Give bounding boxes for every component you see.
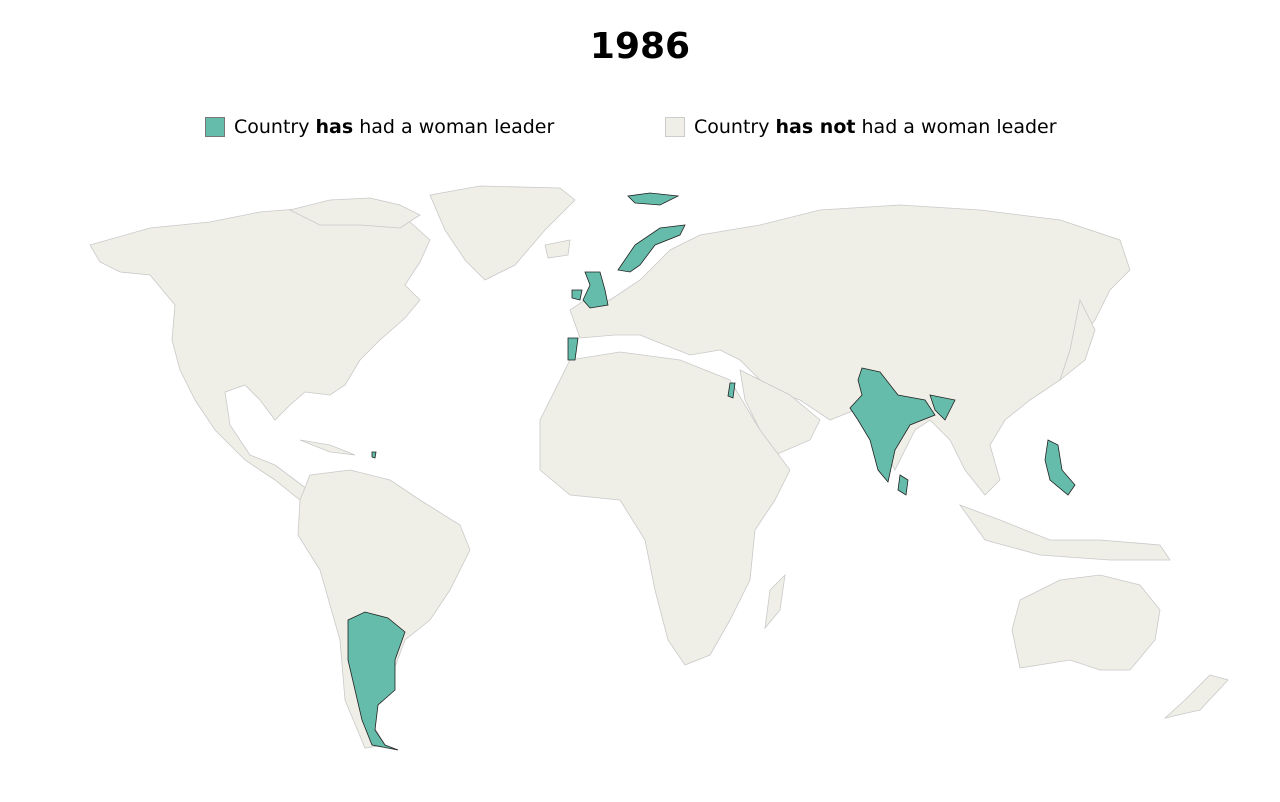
land-new-zealand	[1163, 674, 1229, 719]
land-africa	[539, 351, 791, 666]
highlighted-country	[897, 474, 909, 496]
land-cuba	[299, 439, 356, 456]
legend-item-has-not: Country has not had a woman leader	[665, 116, 1057, 138]
highlighted-country	[1044, 439, 1076, 496]
highlighted-country	[849, 367, 936, 483]
highlighted-country	[617, 224, 686, 273]
highlighted-country	[627, 192, 680, 206]
legend-swatch-has-not	[665, 117, 685, 137]
legend-label-prefix: Country	[234, 116, 316, 138]
legend-swatch-has	[205, 117, 225, 137]
highlighted-country	[567, 337, 579, 361]
land-eurasia	[569, 204, 1131, 496]
land-south-america	[297, 469, 471, 749]
highlighted-country	[347, 611, 406, 751]
land-iceland	[544, 239, 571, 259]
land-madagascar	[764, 573, 786, 630]
legend-label-suffix: had a woman leader	[855, 116, 1057, 138]
land-indonesia	[958, 504, 1171, 561]
map-title: 1986	[589, 26, 691, 67]
land-australia	[1011, 574, 1161, 671]
land-arctic-islands	[288, 197, 421, 229]
legend-item-has: Country has had a woman leader	[205, 116, 554, 138]
land-north-america	[89, 207, 431, 501]
land-japan	[1059, 298, 1096, 382]
highlighted-country	[727, 382, 736, 399]
highlighted-country	[371, 451, 377, 459]
land-arabia	[739, 369, 821, 456]
land-greenland	[429, 185, 576, 281]
highlighted-country	[571, 289, 583, 301]
legend-label-prefix: Country	[694, 116, 776, 138]
legend-label-suffix: had a woman leader	[353, 116, 555, 138]
legend-label-bold: has not	[775, 116, 856, 138]
highlighted-country	[582, 271, 609, 309]
legend-label-bold: has	[315, 116, 354, 138]
highlighted-country	[929, 394, 956, 421]
